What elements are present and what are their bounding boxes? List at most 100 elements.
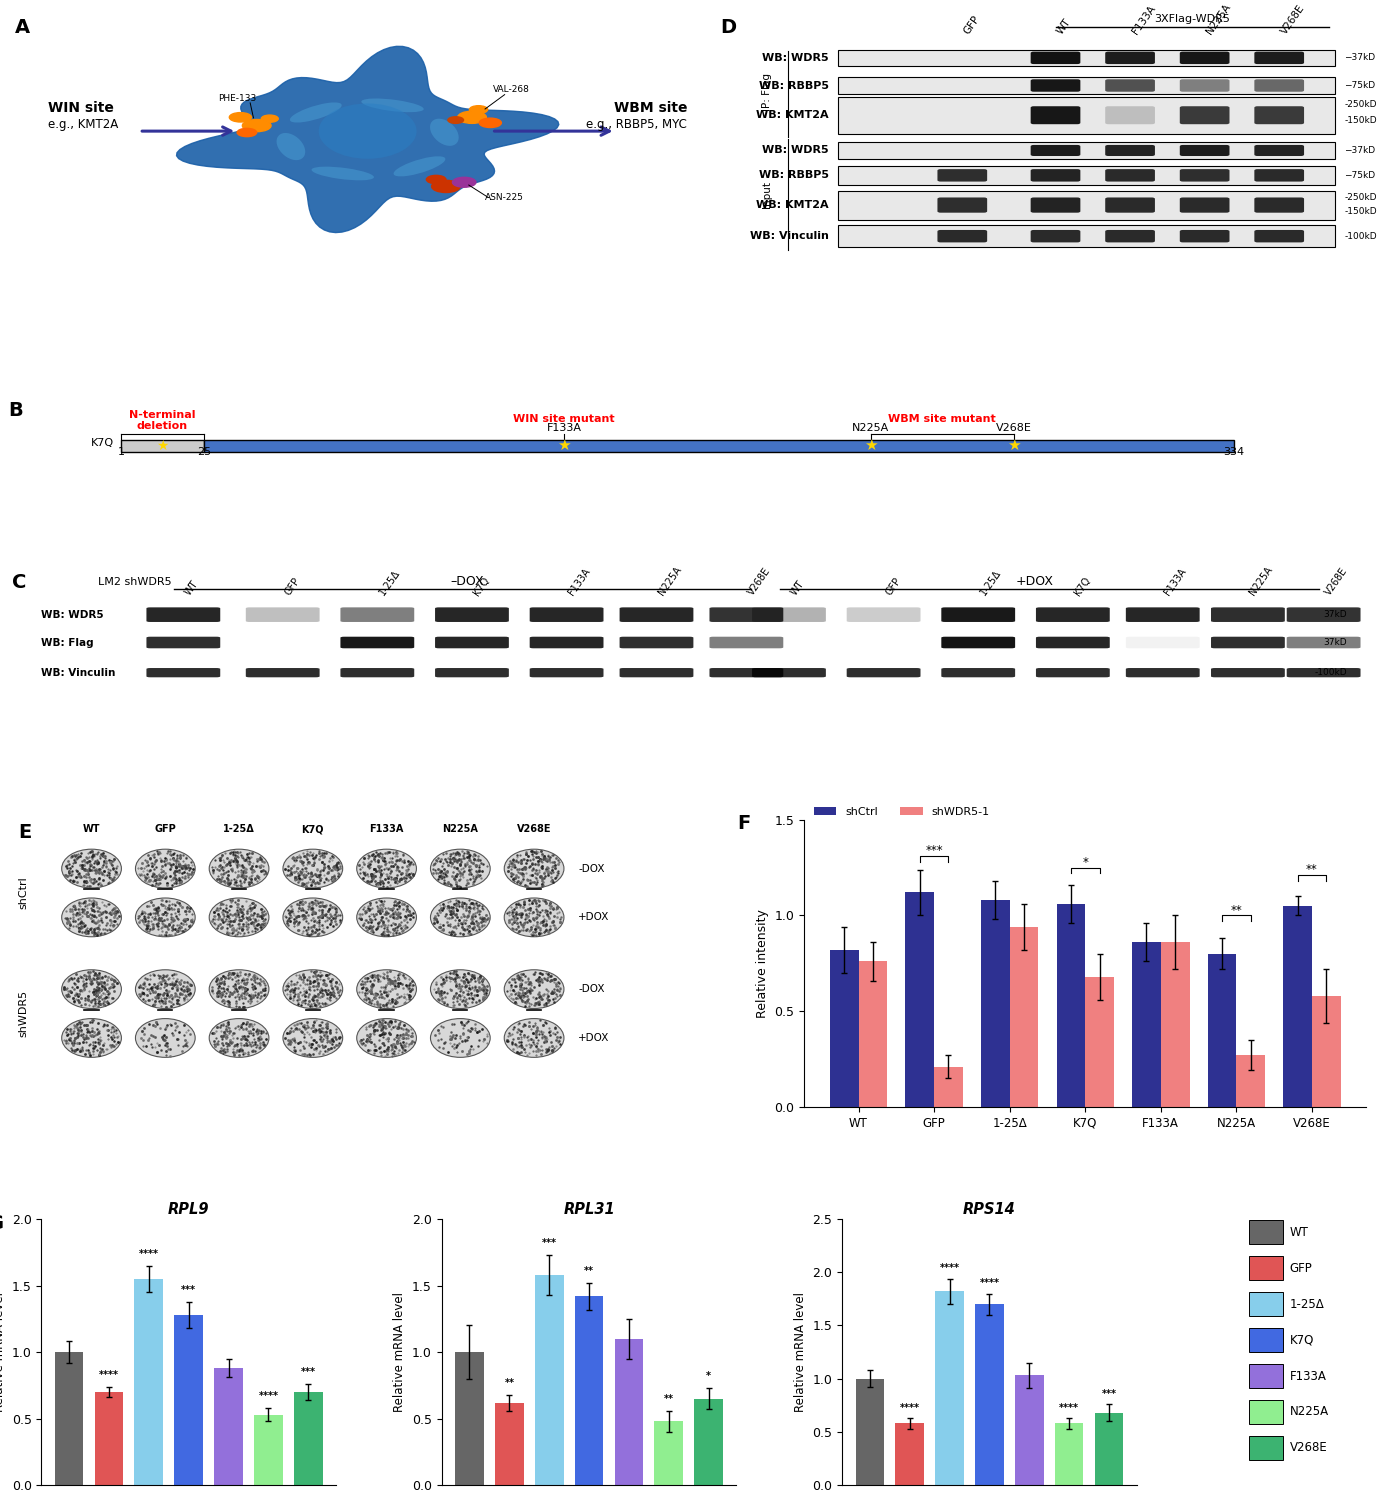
Bar xyxy=(1283,906,1312,1107)
Text: WB: RBBP5: WB: RBBP5 xyxy=(759,81,829,90)
Text: WB: KMT2A: WB: KMT2A xyxy=(756,200,829,210)
Text: WT: WT xyxy=(789,579,806,597)
Text: ****: **** xyxy=(900,1402,919,1413)
Text: K7Q: K7Q xyxy=(302,824,324,834)
FancyBboxPatch shape xyxy=(1036,668,1110,678)
FancyBboxPatch shape xyxy=(1180,146,1230,156)
Text: V268E: V268E xyxy=(747,566,773,597)
FancyBboxPatch shape xyxy=(1105,106,1155,124)
Bar xyxy=(121,440,204,452)
FancyBboxPatch shape xyxy=(530,668,603,678)
FancyBboxPatch shape xyxy=(1126,608,1199,622)
Text: +DOX: +DOX xyxy=(578,912,610,922)
Bar xyxy=(1057,904,1085,1107)
Text: **: ** xyxy=(504,1378,515,1388)
Ellipse shape xyxy=(431,118,458,146)
FancyBboxPatch shape xyxy=(146,668,221,678)
Bar xyxy=(936,1292,963,1485)
Ellipse shape xyxy=(319,104,417,159)
Bar xyxy=(896,1424,925,1485)
Bar xyxy=(294,1392,323,1485)
Text: LM2 shWDR5: LM2 shWDR5 xyxy=(98,576,171,586)
FancyBboxPatch shape xyxy=(341,636,414,648)
FancyBboxPatch shape xyxy=(530,636,603,648)
Circle shape xyxy=(237,129,257,136)
Text: G: G xyxy=(0,1214,4,1233)
Text: ASN-225: ASN-225 xyxy=(486,194,524,202)
Text: WIN site mutant: WIN site mutant xyxy=(513,414,615,423)
Bar xyxy=(838,225,1334,248)
Text: –DOX: –DOX xyxy=(450,574,484,588)
Circle shape xyxy=(453,177,476,188)
Ellipse shape xyxy=(504,849,564,888)
FancyBboxPatch shape xyxy=(1031,198,1081,213)
FancyBboxPatch shape xyxy=(620,608,693,622)
Text: *: * xyxy=(1082,855,1089,868)
FancyBboxPatch shape xyxy=(709,636,784,648)
Text: ★: ★ xyxy=(156,438,168,453)
Ellipse shape xyxy=(62,1019,121,1058)
Text: 1: 1 xyxy=(117,447,124,458)
FancyBboxPatch shape xyxy=(146,608,221,622)
Ellipse shape xyxy=(283,970,342,1008)
Bar xyxy=(934,1066,963,1107)
Text: ***: *** xyxy=(181,1286,196,1294)
Circle shape xyxy=(261,116,279,123)
Bar xyxy=(838,142,1334,159)
Bar xyxy=(1054,1424,1083,1485)
Text: B: B xyxy=(8,400,23,420)
Ellipse shape xyxy=(62,849,121,888)
Text: E: E xyxy=(18,822,30,842)
Bar xyxy=(981,900,1010,1107)
FancyBboxPatch shape xyxy=(1254,51,1304,64)
Text: IP: Flag: IP: Flag xyxy=(762,74,771,111)
FancyBboxPatch shape xyxy=(847,668,920,678)
Ellipse shape xyxy=(135,970,195,1008)
Text: V268E: V268E xyxy=(1279,3,1307,36)
Ellipse shape xyxy=(362,99,424,112)
Bar xyxy=(1132,942,1161,1107)
Text: WT: WT xyxy=(1056,16,1074,36)
FancyBboxPatch shape xyxy=(1105,230,1155,243)
FancyBboxPatch shape xyxy=(1036,636,1110,648)
FancyBboxPatch shape xyxy=(1105,146,1155,156)
Bar xyxy=(1094,1413,1123,1485)
FancyBboxPatch shape xyxy=(1286,636,1361,648)
Text: ***: *** xyxy=(542,1239,556,1248)
Text: K7Q: K7Q xyxy=(1072,574,1093,597)
Y-axis label: Relative mRNA level: Relative mRNA level xyxy=(0,1292,6,1412)
Text: ***: *** xyxy=(1101,1389,1116,1400)
Text: F133A: F133A xyxy=(567,567,592,597)
Text: WBM site mutant: WBM site mutant xyxy=(889,414,996,423)
FancyBboxPatch shape xyxy=(1180,80,1230,92)
FancyBboxPatch shape xyxy=(1286,608,1361,622)
Text: GFP: GFP xyxy=(155,824,177,834)
Circle shape xyxy=(448,117,464,123)
Circle shape xyxy=(469,105,487,114)
Text: −75kD: −75kD xyxy=(1344,171,1376,180)
Bar xyxy=(174,1316,203,1485)
Text: N225A: N225A xyxy=(1248,564,1275,597)
Bar xyxy=(829,950,858,1107)
Text: WBM site: WBM site xyxy=(614,100,687,116)
FancyBboxPatch shape xyxy=(1105,80,1155,92)
Text: −37kD: −37kD xyxy=(1344,54,1376,63)
Bar xyxy=(838,76,1334,94)
FancyBboxPatch shape xyxy=(146,636,221,648)
FancyBboxPatch shape xyxy=(530,608,603,622)
Text: 1-25Δ: 1-25Δ xyxy=(377,568,402,597)
Bar xyxy=(614,1340,643,1485)
FancyBboxPatch shape xyxy=(1105,198,1155,213)
Ellipse shape xyxy=(210,1019,269,1058)
Text: F133A: F133A xyxy=(546,423,581,433)
Text: F133A: F133A xyxy=(370,824,404,834)
Text: +DOX: +DOX xyxy=(1016,574,1054,588)
Ellipse shape xyxy=(135,849,195,888)
FancyBboxPatch shape xyxy=(1126,636,1199,648)
Text: ***: *** xyxy=(925,844,943,856)
Polygon shape xyxy=(177,46,559,232)
FancyBboxPatch shape xyxy=(1254,80,1304,92)
Bar xyxy=(1014,1376,1043,1485)
Bar xyxy=(905,892,934,1107)
FancyBboxPatch shape xyxy=(1254,198,1304,213)
